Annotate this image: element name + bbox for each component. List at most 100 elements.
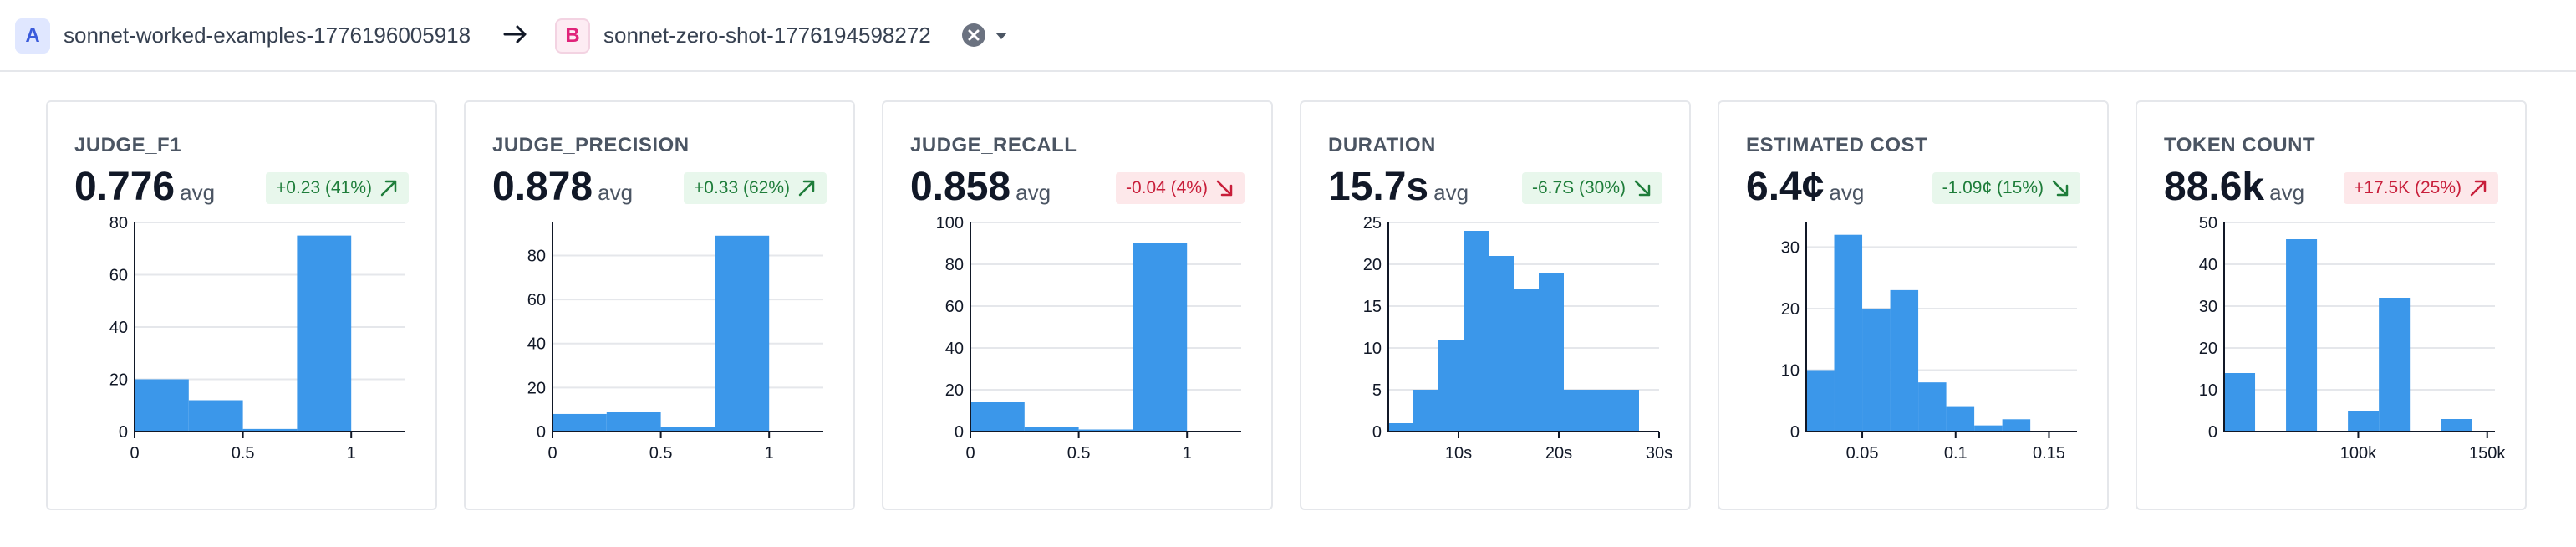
histogram-bar[interactable] — [1564, 390, 1589, 432]
histogram-bar[interactable] — [2002, 419, 2031, 432]
metric-value: 88.6k — [2164, 165, 2265, 209]
histogram-bar[interactable] — [2224, 373, 2256, 432]
experiment-b-name[interactable]: sonnet-zero-shot-1776194598272 — [603, 23, 931, 48]
x-tick-label: 1 — [1183, 444, 1192, 463]
y-tick-label: 20 — [1781, 300, 1800, 319]
experiment-a-badge: A — [15, 18, 50, 54]
y-tick-label: 80 — [945, 256, 964, 274]
histogram-bar[interactable] — [1806, 370, 1835, 432]
y-tick-label: 40 — [2199, 256, 2217, 274]
histogram-bar[interactable] — [2441, 419, 2472, 432]
histogram-bar[interactable] — [1024, 427, 1079, 432]
metric-avg-label: avg — [180, 180, 216, 205]
histogram-bar[interactable] — [1946, 406, 1975, 432]
x-tick-label: 10s — [1445, 444, 1472, 463]
histogram-bar[interactable] — [970, 402, 1025, 432]
delta-text: -6.7S (30%) — [1531, 178, 1626, 197]
histogram-bar[interactable] — [1464, 231, 1489, 432]
x-tick-label: 0.15 — [2033, 444, 2065, 463]
metric-value-group: 0.858 avg — [910, 164, 1051, 210]
metric-card[interactable]: JUDGE_F1 0.776 avg +0.23 (41%) 0 20 40 60 80 0 0.5… — [46, 100, 437, 510]
histogram-bar[interactable] — [1489, 256, 1514, 432]
y-tick-label: 5 — [1372, 381, 1382, 400]
metric-value-group: 15.7s avg — [1328, 164, 1469, 210]
delta-badge: +0.33 (62%) — [684, 172, 827, 204]
y-tick-label: 80 — [109, 214, 128, 233]
histogram-bar[interactable] — [1514, 289, 1539, 432]
arrow-down-right-icon — [1216, 180, 1233, 197]
histogram-bar[interactable] — [660, 427, 715, 432]
metric-value: 0.878 — [492, 165, 593, 209]
y-tick-label: 60 — [945, 298, 964, 316]
x-tick-label: 0.5 — [649, 444, 673, 463]
histogram-chart: 0 20 40 60 80 100 0 0.5 1 — [936, 214, 1241, 463]
histogram-bar[interactable] — [1614, 390, 1639, 432]
y-tick-label: 20 — [1363, 256, 1382, 274]
histogram-bar[interactable] — [2379, 298, 2411, 432]
histogram-bar[interactable] — [2286, 239, 2318, 432]
x-tick-label: 0.05 — [1846, 444, 1879, 463]
histogram-bar[interactable] — [1388, 423, 1413, 432]
histogram-bar[interactable] — [1862, 308, 1891, 432]
y-tick-label: 40 — [945, 340, 964, 358]
histogram-bar[interactable] — [1438, 340, 1464, 432]
arrow-up-right-icon — [380, 180, 397, 197]
delta-text: +0.33 (62%) — [694, 178, 790, 197]
delta-badge: -6.7S (30%) — [1521, 172, 1662, 204]
metric-card[interactable]: JUDGE_PRECISION 0.878 avg +0.33 (62%) 0 20 40 6… — [464, 100, 855, 510]
metric-card[interactable]: JUDGE_RECALL 0.858 avg -0.04 (4%) 0 20 40 60 80 1… — [882, 100, 1273, 510]
histogram-chart: 0 5 10 15 20 25 10s 20s 30s — [1363, 214, 1672, 463]
histogram-bar[interactable] — [1890, 289, 1919, 432]
histogram-bar[interactable] — [1974, 425, 2003, 432]
metric-title: JUDGE_F1 — [74, 134, 182, 156]
chevron-down-icon[interactable] — [993, 28, 1010, 44]
arrow-down-right-icon — [2052, 180, 2069, 197]
y-tick-label: 0 — [119, 423, 128, 442]
histogram-bar[interactable] — [297, 235, 352, 432]
histogram-bar[interactable] — [1834, 234, 1863, 432]
delta-text: -1.09¢ (15%) — [1942, 178, 2044, 197]
histogram-bar[interactable] — [552, 413, 607, 432]
metric-card[interactable]: ESTIMATED COST 6.4¢ avg -1.09¢ (15%) 0 10 20 30… — [1718, 100, 2109, 510]
clear-icon[interactable] — [961, 23, 986, 48]
histogram-bar[interactable] — [2348, 411, 2380, 432]
histogram-bar[interactable] — [1413, 390, 1438, 432]
histogram-bar[interactable] — [1078, 429, 1133, 432]
metric-value-group: 0.878 avg — [492, 164, 633, 210]
histogram-bar[interactable] — [1539, 273, 1564, 432]
metric-avg-label: avg — [598, 180, 634, 205]
x-tick-label: 150k — [2469, 444, 2506, 463]
metric-title: TOKEN COUNT — [2164, 134, 2316, 156]
experiment-b-badge: B — [555, 18, 590, 54]
y-tick-label: 0 — [955, 423, 964, 442]
delta-text: +0.23 (41%) — [276, 178, 372, 197]
histogram-bar[interactable] — [715, 235, 770, 432]
y-tick-label: 25 — [1363, 214, 1382, 233]
metric-value: 6.4¢ — [1746, 165, 1825, 209]
histogram-bar[interactable] — [1133, 243, 1188, 432]
histogram-bar[interactable] — [135, 379, 189, 432]
y-tick-label: 100 — [936, 214, 964, 233]
histogram-bar[interactable] — [606, 412, 661, 432]
metric-title: ESTIMATED COST — [1746, 134, 1928, 156]
histogram-bar[interactable] — [188, 400, 243, 432]
delta-badge: -0.04 (4%) — [1115, 172, 1245, 204]
histogram-bar[interactable] — [1918, 382, 1947, 432]
metric-card[interactable]: DURATION 15.7s avg -6.7S (30%) 0 5 10 15 20 25 10s… — [1300, 100, 1691, 510]
metric-card[interactable]: TOKEN COUNT 88.6k avg +17.5K (25%) 0 10 20 30 40… — [2136, 100, 2527, 510]
x-tick-label: 0 — [547, 444, 557, 463]
metric-avg-label: avg — [2269, 180, 2305, 205]
y-tick-label: 0 — [1790, 423, 1800, 442]
y-tick-label: 20 — [945, 381, 964, 400]
experiment-a-name[interactable]: sonnet-worked-examples-1776196005918 — [64, 23, 471, 48]
y-tick-label: 10 — [1363, 340, 1382, 358]
histogram-bar[interactable] — [1589, 390, 1614, 432]
histogram-bar[interactable] — [242, 428, 298, 432]
y-tick-label: 30 — [1781, 238, 1800, 257]
y-tick-label: 15 — [1363, 298, 1382, 316]
arrow-right-icon — [503, 25, 527, 43]
metric-value-group: 88.6k avg — [2164, 164, 2304, 210]
x-tick-label: 0.5 — [1067, 444, 1091, 463]
x-tick-label: 0.5 — [232, 444, 255, 463]
delta-text: +17.5K (25%) — [2354, 178, 2461, 197]
